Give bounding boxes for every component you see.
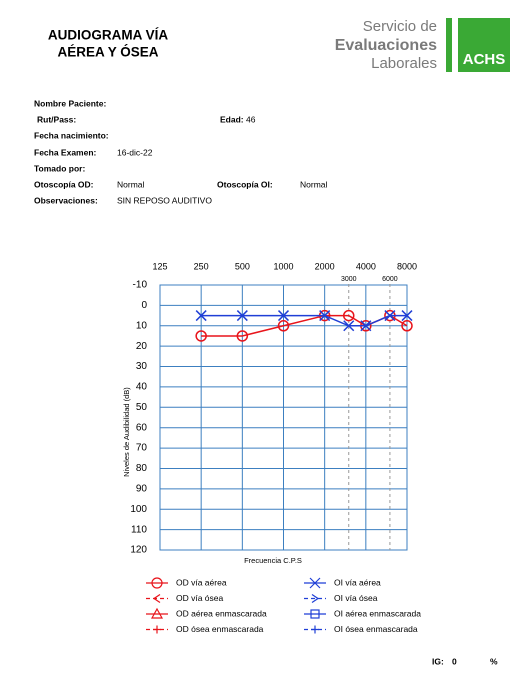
data-point: [277, 320, 290, 332]
y-tick-label: 100: [130, 504, 147, 515]
x-axis-title: Frecuencia C.P.S: [244, 556, 302, 565]
y-tick-label: 20: [136, 341, 148, 352]
field-value: Normal: [117, 179, 145, 189]
x-tick-label: 2000: [315, 261, 335, 271]
legend-label: OD ósea enmascarada: [176, 624, 264, 634]
legend-marker: [310, 609, 320, 619]
logo-badge-text: ACHS: [463, 51, 506, 68]
x-tick-label: 8000: [397, 261, 417, 271]
legend-label: OI ósea enmascarada: [334, 624, 418, 634]
legend-label: OI vía aérea: [334, 577, 381, 587]
field-label: Fecha Examen:: [34, 147, 97, 157]
legend-marker: [311, 625, 319, 634]
minor-tick-label: 3000: [341, 276, 357, 283]
legend-marker: [153, 625, 161, 634]
x-tick-label: 4000: [356, 261, 376, 271]
field-label: Tomado por:: [34, 163, 85, 173]
legend-marker: [311, 594, 320, 603]
data-point: [319, 310, 331, 322]
logo-text: Laborales: [371, 55, 437, 72]
data-point: [277, 310, 290, 322]
field-value: 16-dic-22: [117, 147, 153, 157]
legend-marker: [150, 607, 164, 619]
legend-marker: [309, 577, 321, 589]
ig-value: 0: [452, 656, 457, 666]
x-tick-label: 250: [194, 261, 209, 271]
y-tick-label: 70: [136, 443, 148, 454]
field-value: Normal: [300, 179, 328, 189]
y-tick-label: 120: [130, 545, 147, 556]
field-label: Observaciones:: [34, 195, 98, 205]
data-point: [360, 320, 372, 332]
legend-marker: [152, 594, 161, 603]
x-tick-label: 125: [152, 261, 167, 271]
legend-label: OD aérea enmascarada: [176, 608, 267, 618]
data-point: [195, 310, 207, 322]
logo-text: Evaluaciones: [335, 37, 437, 54]
title: AÉREA Y ÓSEA: [57, 45, 158, 60]
data-point: [401, 320, 413, 332]
legend-label: OD vía ósea: [176, 593, 224, 603]
series-line: [201, 314, 407, 327]
field-label: Fecha nacimiento:: [34, 130, 109, 140]
field-label: Rut/Pass:: [37, 114, 76, 124]
logo-stripe: [446, 18, 452, 72]
field-label: Edad:: [220, 114, 244, 124]
y-tick-label: 0: [141, 300, 147, 311]
x-tick-label: 500: [235, 261, 250, 271]
ig-label: IG:: [432, 656, 444, 666]
data-point: [401, 310, 413, 322]
y-tick-label: 40: [136, 382, 148, 393]
y-tick-label: 90: [136, 483, 148, 494]
legend-label: OD vía aérea: [176, 577, 227, 587]
y-tick-label: 60: [136, 422, 148, 433]
field-label: Otoscopía OD:: [34, 179, 94, 189]
logo-badge: [458, 18, 510, 72]
data-point: [342, 309, 355, 322]
ig-unit: %: [490, 656, 498, 666]
legend-label: OI aérea enmascarada: [334, 608, 421, 618]
legend-label: OI vía ósea: [334, 593, 378, 603]
title: AUDIOGRAMA VÍA: [48, 28, 168, 43]
y-tick-label: 110: [131, 524, 147, 535]
field-label: Nombre Paciente:: [34, 98, 106, 108]
data-point: [343, 320, 355, 332]
y-tick-label: 10: [136, 320, 148, 331]
data-point: [195, 330, 207, 342]
logo-text: Servicio de: [363, 18, 437, 35]
data-point: [384, 310, 396, 322]
x-tick-label: 1000: [273, 261, 293, 271]
minor-tick-label: 6000: [382, 276, 398, 283]
field-value: SIN REPOSO AUDITIVO: [117, 195, 212, 205]
y-tick-label: -10: [133, 280, 148, 291]
legend-marker: [151, 577, 163, 589]
y-tick-label: 30: [136, 361, 148, 372]
field-label: Otoscopía OI:: [217, 179, 273, 189]
y-axis-title: Niveles de Audibilidad (dB): [122, 387, 131, 477]
field-value: 46: [246, 114, 256, 124]
data-point: [236, 330, 249, 342]
data-point: [236, 310, 248, 322]
y-tick-label: 80: [136, 463, 148, 474]
y-tick-label: 50: [136, 402, 148, 413]
